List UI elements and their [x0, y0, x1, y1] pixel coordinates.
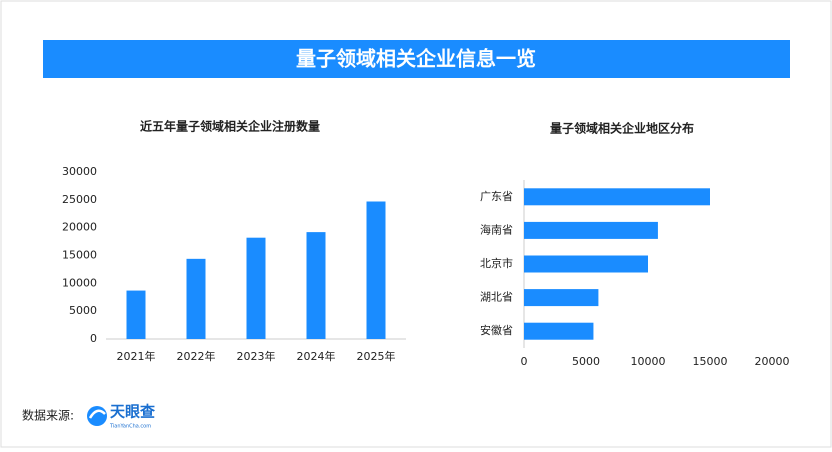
x-tick-label: 5000 — [572, 355, 600, 368]
bar — [246, 237, 266, 339]
y-tick-label: 30000 — [62, 165, 97, 178]
x-tick-label: 15000 — [693, 355, 728, 368]
bar — [524, 322, 594, 340]
logo: 天眼查 TianYanCha.com — [87, 403, 156, 430]
y-tick-label: 安徽省 — [480, 323, 513, 337]
bar — [366, 201, 386, 339]
y-tick-label: 广东省 — [480, 190, 513, 203]
y-tick-label: 20000 — [62, 221, 97, 234]
y-tick-label: 湖北省 — [480, 291, 513, 304]
y-tick-label: 0 — [90, 332, 97, 345]
logo-site: TianYanCha.com — [109, 424, 151, 430]
y-tick-label: 海南省 — [480, 222, 513, 236]
logo-swoosh — [88, 409, 106, 419]
bar — [524, 188, 710, 206]
y-tick-label: 10000 — [62, 276, 97, 289]
y-tick-label: 15000 — [62, 249, 97, 262]
x-tick-label: 0 — [521, 355, 528, 368]
page-title: 量子领域相关企业信息一览 — [296, 47, 536, 71]
bar — [524, 255, 648, 273]
x-tick-label: 10000 — [631, 355, 666, 368]
y-tick-label: 25000 — [62, 193, 97, 206]
chart-title: 量子领域相关企业地区分布 — [550, 121, 694, 136]
y-tick-label: 北京市 — [480, 256, 513, 270]
source-label: 数据来源: — [22, 408, 74, 423]
logo-brand: 天眼查 — [110, 403, 156, 421]
bar — [186, 258, 206, 339]
bar — [126, 290, 146, 339]
bar — [306, 232, 326, 339]
y-tick-label: 5000 — [69, 304, 97, 317]
x-tick-label: 2021年 — [117, 349, 156, 363]
x-tick-label: 2025年 — [357, 349, 396, 363]
x-tick-label: 2023年 — [237, 349, 276, 363]
bar — [524, 221, 658, 239]
header-band — [43, 40, 790, 78]
chart-title: 近五年量子领域相关企业注册数量 — [140, 119, 320, 134]
x-tick-label: 2024年 — [297, 349, 336, 363]
x-tick-label: 20000 — [755, 355, 790, 368]
x-tick-label: 2022年 — [177, 349, 216, 363]
bar — [524, 289, 599, 307]
